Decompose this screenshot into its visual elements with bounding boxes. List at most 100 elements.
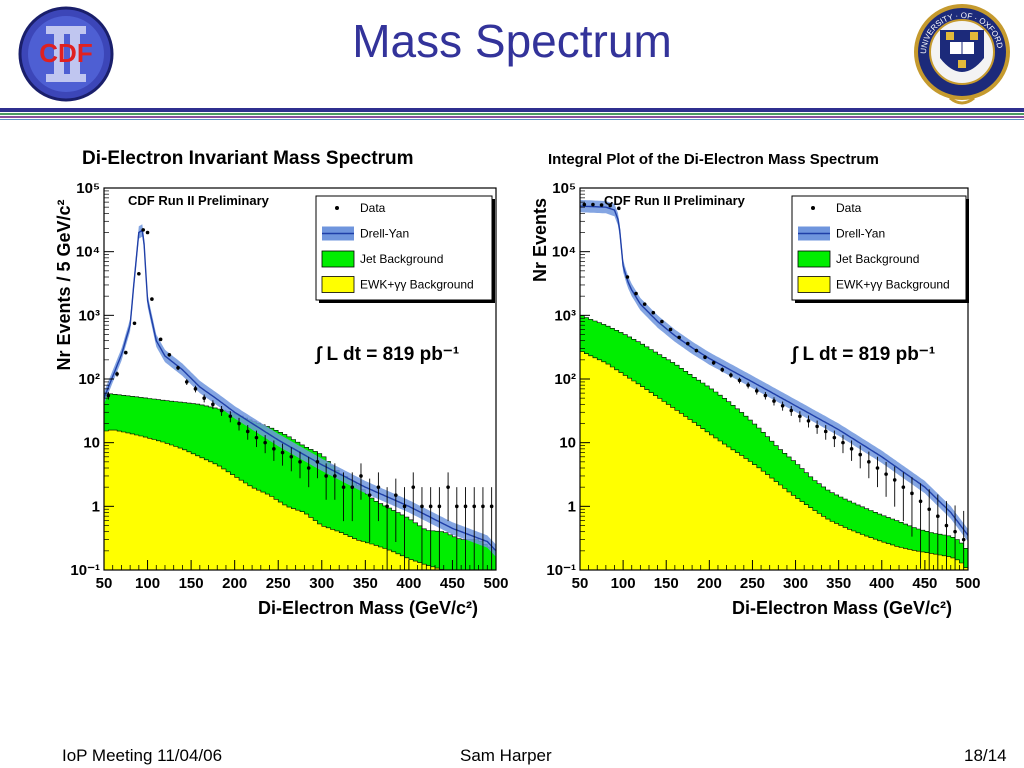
- data-point: [668, 327, 673, 332]
- x-tick-label: 100: [611, 575, 636, 592]
- y-tick-label: 10: [83, 435, 100, 452]
- data-point: [634, 291, 638, 296]
- y-tick-label: 10⁵: [76, 180, 100, 197]
- x-tick-label: 100: [135, 575, 160, 592]
- drell-yan-line: [579, 205, 969, 536]
- data-point: [677, 335, 681, 340]
- data-point: [849, 447, 854, 451]
- legend-swatch-data: [335, 206, 339, 210]
- y-tick-label: 10³: [78, 307, 100, 324]
- data-point: [858, 452, 863, 457]
- x-tick-label: 400: [396, 575, 421, 592]
- data-point: [927, 507, 931, 512]
- x-tick-label: 250: [266, 575, 291, 592]
- data-point: [289, 454, 294, 459]
- data-point: [651, 310, 656, 315]
- x-tick-label: 150: [179, 575, 204, 592]
- header-rule-blue: [0, 108, 1024, 112]
- data-point: [798, 414, 802, 419]
- x-tick-label: 450: [440, 575, 465, 592]
- x-tick-label: 500: [955, 575, 980, 592]
- data-point: [823, 429, 828, 434]
- data-point: [961, 537, 966, 542]
- ewk-background-area: [103, 429, 496, 571]
- data-point: [411, 485, 416, 489]
- data-point: [599, 203, 604, 207]
- drell-yan-band: [580, 199, 968, 542]
- y-tick-label: 10⁻¹: [70, 562, 100, 579]
- data-point: [918, 499, 923, 504]
- x-tick-label: 200: [697, 575, 722, 592]
- y-tick-label: 10⁻¹: [546, 562, 576, 579]
- data-point: [754, 389, 759, 393]
- data-point: [150, 297, 154, 301]
- data-point: [306, 466, 311, 470]
- legend-swatch-data: [811, 206, 815, 210]
- y-tick-label: 10³: [554, 307, 576, 324]
- data-point: [402, 504, 407, 509]
- data-point: [367, 493, 372, 497]
- y-axis-label: Nr Events / 5 GeV/c²: [54, 199, 74, 370]
- data-point: [145, 230, 150, 235]
- data-point: [875, 466, 880, 470]
- data-point: [237, 421, 241, 426]
- x-tick-label: 400: [869, 575, 894, 592]
- data-point: [420, 504, 424, 509]
- data-point: [841, 440, 845, 445]
- legend-swatch-3: [797, 276, 831, 293]
- data-point: [137, 271, 141, 276]
- data-point: [315, 460, 320, 464]
- data-point: [211, 402, 215, 407]
- data-point: [228, 414, 233, 419]
- cdf-logo: CDF: [18, 6, 114, 102]
- data-point: [385, 504, 389, 509]
- x-axis-label: Di-Electron Mass (GeV/c²): [732, 598, 952, 618]
- chart-2-title: Integral Plot of the Di-Electron Mass Sp…: [548, 151, 879, 168]
- legend-label: Drell-Yan: [836, 227, 885, 241]
- y-tick-label: 10²: [554, 371, 576, 388]
- data-point: [944, 523, 949, 528]
- footer-left: IoP Meeting 11/04/06: [62, 746, 223, 765]
- data-point: [394, 493, 398, 497]
- legend-label: EWK+γγ Background: [360, 278, 474, 292]
- data-point: [729, 373, 733, 377]
- data-point: [953, 529, 957, 534]
- data-point: [660, 319, 664, 324]
- legend-label: Data: [836, 201, 862, 215]
- data-point: [446, 485, 450, 489]
- y-tick-label: 10⁵: [552, 180, 576, 197]
- data-point: [481, 504, 485, 509]
- data-point: [608, 203, 612, 208]
- x-tick-label: 150: [654, 575, 679, 592]
- data-point: [428, 504, 433, 509]
- data-point: [806, 419, 811, 423]
- data-point: [832, 435, 837, 440]
- header-rule-purple: [0, 116, 1024, 118]
- x-tick-label: 300: [783, 575, 808, 592]
- cdf-logo-text: CDF: [39, 38, 92, 68]
- data-point: [884, 472, 888, 476]
- legend-label: EWK+γγ Background: [836, 278, 950, 292]
- data-point: [772, 399, 776, 403]
- data-point: [763, 393, 768, 398]
- x-tick-label: 300: [309, 575, 334, 592]
- data-point: [463, 504, 468, 509]
- data-point: [703, 355, 707, 359]
- watermark-label: CDF Run II Preliminary: [128, 193, 270, 208]
- data-point: [720, 367, 725, 372]
- oxford-crest: UNIVERSITY · OF · OXFORD: [914, 4, 1010, 105]
- data-point: [123, 350, 128, 355]
- header-rule-thin: [0, 119, 1024, 120]
- data-point: [489, 504, 494, 509]
- data-point: [132, 321, 137, 326]
- y-tick-label: 10²: [78, 371, 100, 388]
- chart-1-title: Di-Electron Invariant Mass Spectrum: [82, 148, 414, 169]
- data-point: [694, 348, 699, 353]
- y-tick-label: 10⁴: [76, 244, 100, 261]
- watermark-label: CDF Run II Preliminary: [604, 193, 746, 208]
- data-point: [333, 474, 337, 478]
- data-point: [167, 352, 172, 357]
- y-tick-label: 10: [559, 435, 576, 452]
- data-point: [106, 393, 111, 398]
- data-point: [746, 383, 750, 387]
